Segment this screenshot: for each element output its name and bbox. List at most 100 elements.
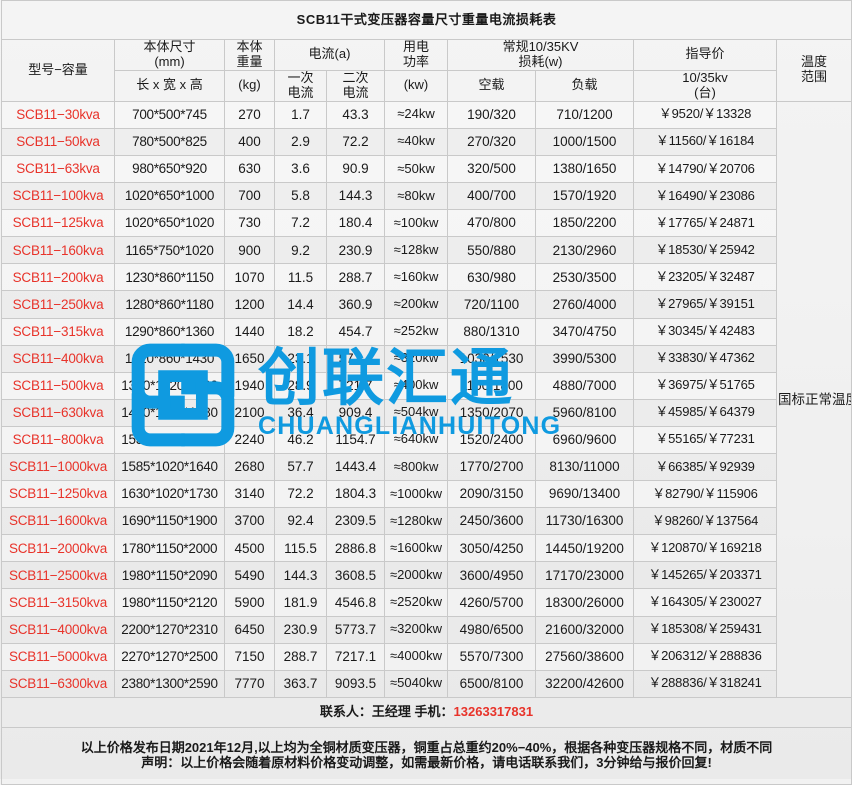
cell-i1: 11.5 [274,263,327,292]
cell-weight: 2100 [224,398,275,427]
cell-load: 6960/9600 [535,425,634,454]
table-row: SCB11−2500kva 1980*1150*2090 5490 144.3 3608… [1,561,852,590]
cell-power: ≈160kw [384,263,448,292]
cell-load: 2760/4000 [535,290,634,319]
cell-i2: 5773.7 [326,615,385,644]
cell-power: ≈5040kw [384,669,448,698]
cell-power: ≈3200kw [384,615,448,644]
cell-i2: 3608.5 [326,561,385,590]
cell-load: 4880/7000 [535,371,634,400]
cell-load: 14450/19200 [535,534,634,563]
cell-model: SCB11−160kva [1,236,115,265]
cell-power: ≈200kw [384,290,448,319]
table-row: SCB11−1600kva 1690*1150*1900 3700 92.4 2309.… [1,507,852,536]
cell-i2: 144.3 [326,182,385,211]
cell-model: SCB11−50kva [1,127,115,156]
cell-price: ￥98260/￥137564 [633,507,777,536]
cell-model: SCB11−4000kva [1,615,115,644]
col-subheader-primary-current: 一次 电流 [274,69,327,102]
cell-i2: 2309.5 [326,507,385,536]
cell-power: ≈4000kw [384,642,448,671]
cell-i2: 72.2 [326,127,385,156]
cell-i1: 14.4 [274,290,327,319]
col-subheader-price-line1: 10/35kv [682,70,728,85]
cell-i2: 1443.4 [326,452,385,482]
cell-dim: 1585*1020*1640 [114,452,225,482]
disclaimer-line-1: 以上价格发布日期2021年12月,以上均为全铜材质变压器，铜重占总重约20%−4… [80,739,773,755]
cell-power: ≈100kw [384,209,448,238]
table-row: SCB11−50kva 780*500*825 400 2.9 72.2 ≈40kw 270… [1,127,852,156]
cell-price: ￥164305/￥230027 [633,588,777,617]
table-row: SCB11−160kva 1165*750*1020 900 9.2 230.9 ≈128… [1,236,852,265]
cell-model: SCB11−200kva [1,263,115,292]
cell-model: SCB11−500kva [1,371,115,400]
table-row: SCB11−315kva 1290*860*1360 1440 18.2 454.7 ≈2… [1,317,852,346]
col-subheader-size: 长 x 宽 x 高 [114,69,225,102]
cell-weight: 5900 [224,588,275,617]
col-subheader-secondary-current-line2: 电流 [342,84,369,100]
cell-i2: 288.7 [326,263,385,292]
cell-noload: 1160/1800 [447,371,536,400]
cell-weight: 400 [224,127,275,156]
col-subheader-primary-current-line1: 一次 [287,70,314,85]
table-row: SCB11−30kva 700*500*745 270 1.7 43.3 ≈24kw 190… [1,100,852,698]
cell-power: ≈504kw [384,398,448,427]
cell-price: ￥23205/￥32487 [633,263,777,292]
cell-model: SCB11−1000kva [1,452,115,482]
cell-i1: 9.2 [274,236,327,265]
table-row: SCB11−1250kva 1630*1020*1730 3140 72.2 1804.… [1,480,852,509]
cell-power: ≈400kw [384,371,448,400]
cell-power: ≈128kw [384,236,448,265]
cell-price: ￥45985/￥64379 [633,398,777,427]
table-row: SCB11−400kva 1320*860*1430 1650 23.1 577.4 ≈3… [1,344,852,373]
cell-model: SCB11−2500kva [1,561,115,590]
contact-phone[interactable]: 13263317831 [453,703,534,719]
cell-dim: 2380*1300*2590 [114,669,225,698]
cell-temperature-range: 国标正常温度65°超出温度风机循环散热。 [775,100,852,698]
cell-load: 2530/3500 [535,263,634,292]
col-header-model: 型号−容量 [1,39,115,102]
col-header-power: 用电 功率 [384,39,448,71]
cell-dim: 1230*860*1150 [114,263,225,292]
cell-price: ￥9520/￥13328 [633,100,777,129]
contact-label: 联系人：王经理 手机： [319,703,454,719]
cell-noload: 2090/3150 [447,480,536,509]
cell-price: ￥55165/￥77231 [633,425,777,454]
col-header-temperature-line2: 范围 [801,69,828,85]
cell-i2: 7217.1 [326,642,385,671]
cell-power: ≈1000kw [384,480,448,509]
cell-power: ≈320kw [384,344,448,373]
disclaimer-line-2: 声明：以上价格会随着原材料价格变动调整，如需最新价格，请电话联系我们，3分钟给与… [141,754,712,770]
col-subheader-load: 负载 [535,69,634,102]
cell-price: ￥11560/￥16184 [633,127,777,156]
cell-i1: 36.4 [274,398,327,427]
col-subheader-secondary-current-line1: 二次 [342,70,369,85]
cell-weight: 1070 [224,263,275,292]
cell-dim: 1020*650*1000 [114,182,225,211]
cell-i1: 23.1 [274,344,327,373]
cell-power: ≈1600kw [384,534,448,563]
cell-load: 3470/4750 [535,317,634,346]
cell-i2: 1154.7 [326,425,385,454]
col-header-price: 指导价 [633,39,777,71]
table-row: SCB11−3150kva 1980*1150*2120 5900 181.9 4546… [1,588,852,617]
cell-weight: 3140 [224,480,275,509]
cell-i1: 1.7 [274,100,327,129]
cell-noload: 630/980 [447,263,536,292]
cell-noload: 720/1100 [447,290,536,319]
cell-price: ￥14790/￥20706 [633,154,777,184]
footer-table: 联系人：王经理 手机：13263317831 以上价格发布日期2021年12月,… [1,696,852,785]
cell-noload: 4260/5700 [447,588,536,617]
cell-i1: 363.7 [274,669,327,698]
col-header-power-line2: 功率 [402,53,429,69]
cell-i1: 5.8 [274,182,327,211]
cell-load: 1380/1650 [535,154,634,184]
cell-weight: 900 [224,236,275,265]
cell-price: ￥120870/￥169218 [633,534,777,563]
cell-i1: 46.2 [274,425,327,454]
cell-load: 8130/11000 [535,452,634,482]
cell-weight: 2240 [224,425,275,454]
col-header-weight-line1: 本体 [236,39,263,54]
cell-i2: 1804.3 [326,480,385,509]
cell-noload: 1770/2700 [447,452,536,482]
